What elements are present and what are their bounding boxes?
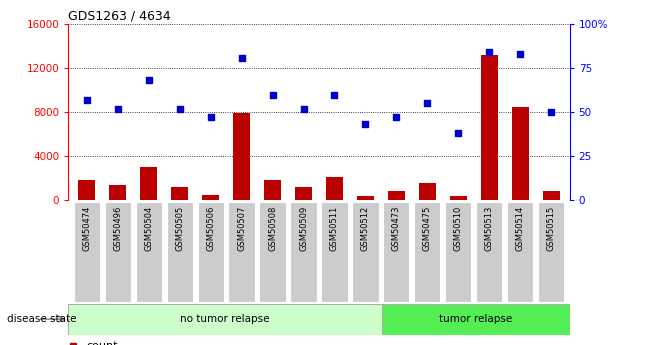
FancyBboxPatch shape <box>68 304 381 335</box>
Text: GSM50508: GSM50508 <box>268 205 277 251</box>
Point <box>329 92 340 97</box>
Point <box>515 51 525 57</box>
Text: GSM50474: GSM50474 <box>83 205 91 251</box>
FancyBboxPatch shape <box>352 202 378 302</box>
Text: count: count <box>86 341 117 345</box>
Text: GSM50514: GSM50514 <box>516 205 525 250</box>
Text: GSM50512: GSM50512 <box>361 205 370 250</box>
Text: GSM50511: GSM50511 <box>330 205 339 250</box>
Text: GSM50515: GSM50515 <box>547 205 555 250</box>
Bar <box>450 196 467 200</box>
Point <box>206 115 216 120</box>
Bar <box>512 107 529 200</box>
Text: GDS1263 / 4634: GDS1263 / 4634 <box>68 10 171 23</box>
FancyBboxPatch shape <box>507 202 533 302</box>
Point <box>174 106 185 111</box>
Bar <box>264 180 281 200</box>
FancyBboxPatch shape <box>197 202 224 302</box>
Text: GSM50504: GSM50504 <box>145 205 153 250</box>
Text: GSM50513: GSM50513 <box>485 205 493 251</box>
Text: GSM50473: GSM50473 <box>392 205 401 251</box>
Bar <box>542 191 560 200</box>
Bar <box>171 187 188 200</box>
Text: GSM50475: GSM50475 <box>422 205 432 251</box>
Text: no tumor relapse: no tumor relapse <box>180 314 270 324</box>
Point <box>546 109 556 115</box>
Bar <box>388 191 405 200</box>
Point <box>391 115 402 120</box>
Text: GSM50509: GSM50509 <box>299 205 308 250</box>
FancyBboxPatch shape <box>538 202 564 302</box>
FancyBboxPatch shape <box>105 202 131 302</box>
FancyBboxPatch shape <box>322 202 348 302</box>
FancyBboxPatch shape <box>167 202 193 302</box>
Bar <box>480 55 497 200</box>
Point <box>484 50 494 55</box>
Point <box>453 130 464 136</box>
Bar <box>233 113 250 200</box>
Text: GSM50505: GSM50505 <box>175 205 184 250</box>
Text: disease state: disease state <box>7 314 76 324</box>
FancyBboxPatch shape <box>381 304 570 335</box>
Point <box>144 78 154 83</box>
Bar <box>419 183 436 200</box>
Bar <box>326 177 343 200</box>
FancyBboxPatch shape <box>476 202 503 302</box>
FancyBboxPatch shape <box>290 202 316 302</box>
FancyBboxPatch shape <box>74 202 100 302</box>
FancyBboxPatch shape <box>445 202 471 302</box>
Bar <box>141 167 158 200</box>
Bar <box>109 185 126 200</box>
FancyBboxPatch shape <box>260 202 286 302</box>
Text: GSM50507: GSM50507 <box>237 205 246 251</box>
Point <box>113 106 123 111</box>
FancyBboxPatch shape <box>414 202 441 302</box>
Point <box>360 122 370 127</box>
Bar <box>202 195 219 200</box>
Text: GSM50506: GSM50506 <box>206 205 215 251</box>
FancyBboxPatch shape <box>383 202 409 302</box>
Bar <box>78 180 96 200</box>
Text: GSM50510: GSM50510 <box>454 205 463 250</box>
Point <box>268 92 278 97</box>
Text: GSM50496: GSM50496 <box>113 205 122 251</box>
FancyBboxPatch shape <box>229 202 255 302</box>
Bar <box>295 187 312 200</box>
FancyBboxPatch shape <box>135 202 162 302</box>
Point <box>82 97 92 102</box>
Point <box>298 106 309 111</box>
Text: tumor relapse: tumor relapse <box>439 314 512 324</box>
Point <box>422 101 432 106</box>
Bar <box>357 196 374 200</box>
Point <box>236 55 247 60</box>
